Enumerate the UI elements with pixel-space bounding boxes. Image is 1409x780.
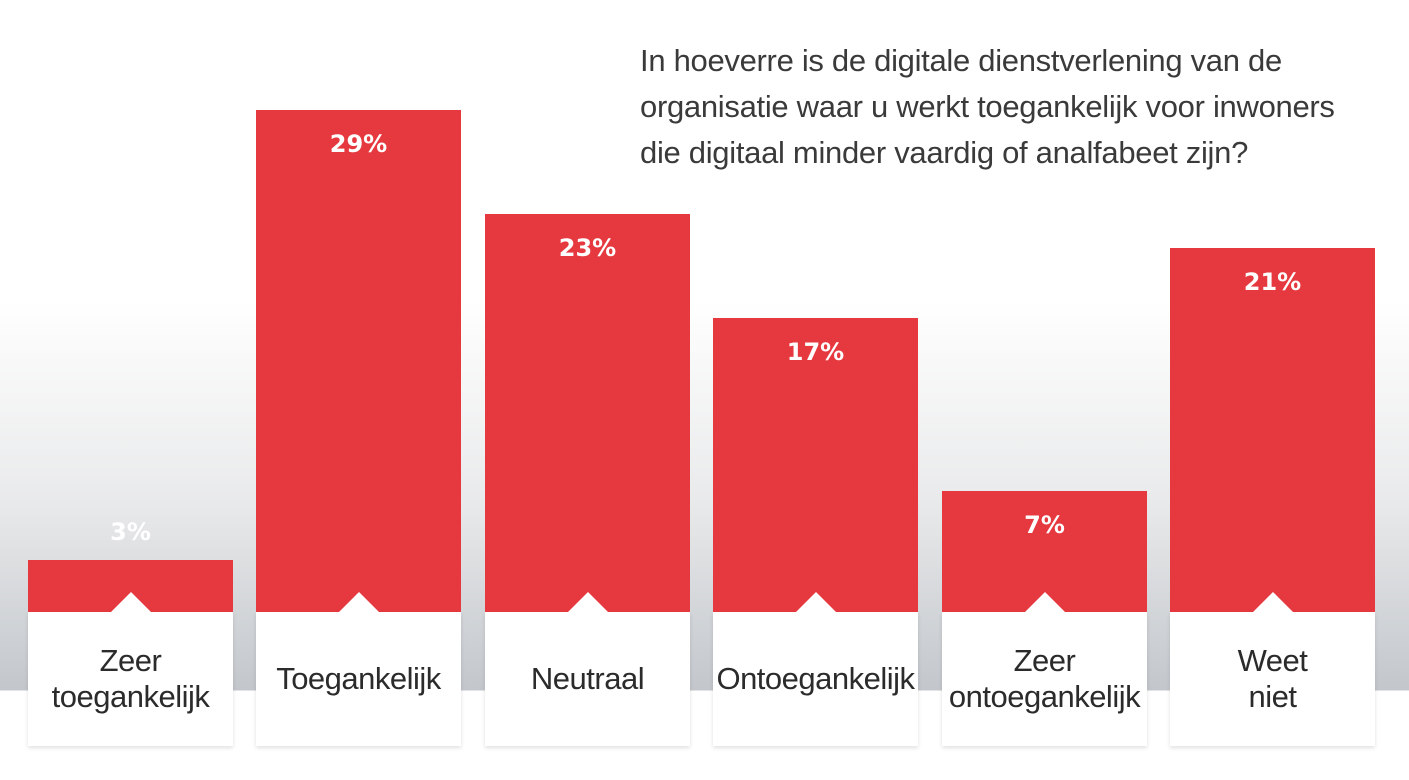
bar — [713, 318, 918, 612]
category-label: Toegankelijk — [276, 661, 441, 696]
data-label: 21% — [1243, 268, 1302, 296]
category-label: Ontoegankelijk — [716, 661, 915, 696]
bar — [256, 110, 461, 612]
data-label: 3% — [110, 518, 151, 546]
data-label: 17% — [786, 338, 845, 366]
bar — [1170, 248, 1375, 612]
category-label: Neutraal — [530, 661, 645, 696]
category-label: Weet niet — [1237, 643, 1308, 714]
category-card: Zeer toegankelijk — [28, 592, 233, 746]
bar — [485, 214, 690, 612]
bar — [942, 491, 1147, 612]
data-label: 29% — [329, 130, 388, 158]
data-label: 7% — [1024, 511, 1065, 539]
chart-title: In hoeverre is de digitale dienstverleni… — [640, 43, 1335, 170]
category-card: Toegankelijk — [256, 592, 461, 746]
category-card: Ontoegankelijk — [713, 592, 918, 746]
category-card: Zeer ontoegankelijk — [942, 592, 1147, 746]
category-card: Neutraal — [485, 592, 690, 746]
data-label: 23% — [558, 234, 617, 262]
category-label: Zeer ontoegankelijk — [948, 643, 1141, 714]
category-card: Weet niet — [1170, 592, 1375, 746]
category-label: Zeer toegankelijk — [51, 643, 210, 714]
